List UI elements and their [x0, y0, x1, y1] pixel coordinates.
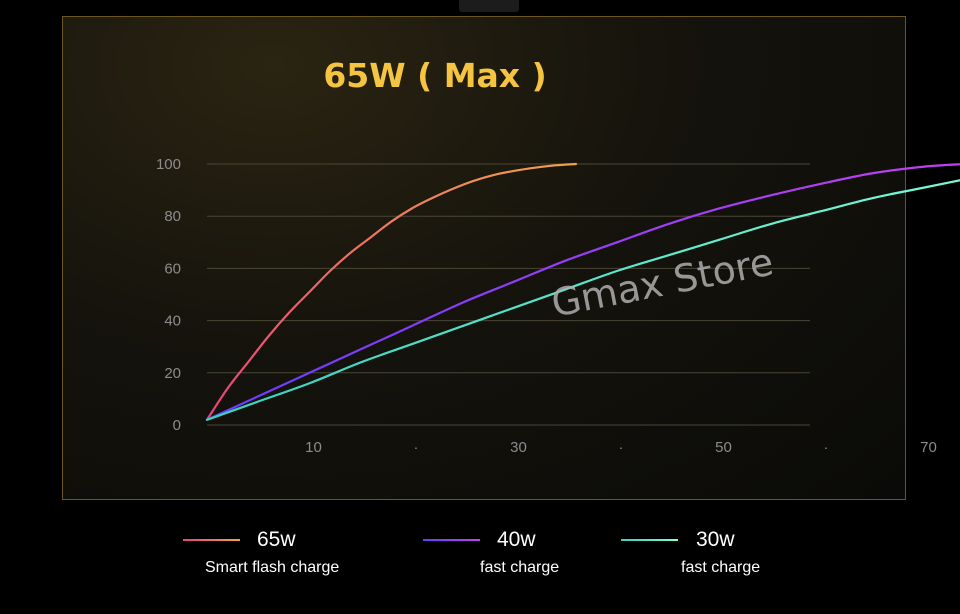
y-tick-label: 40 — [164, 313, 181, 330]
y-tick-label: 60 — [164, 260, 181, 277]
y-tick-label: 80 — [164, 208, 181, 225]
legend-desc-65w: Smart flash charge — [205, 559, 340, 576]
x-tick-label: · — [414, 439, 419, 455]
top-tab-decoration — [459, 0, 519, 12]
y-tick-labels: 0 20 40 60 80 100 — [156, 156, 181, 434]
legend-power-30w: 30w — [696, 528, 735, 551]
x-tick-label: 30 — [510, 439, 527, 456]
x-tick-label: 70 — [920, 439, 937, 456]
chart-title: 65W ( Max ) — [323, 56, 547, 95]
legend-power-40w: 40w — [497, 528, 536, 551]
legend-line-65w — [183, 539, 240, 541]
x-tick-labels: 10·30·50·70·90·110 — [305, 439, 937, 456]
chart-panel — [62, 16, 906, 500]
y-tick-label: 20 — [164, 365, 181, 382]
x-tick-label: 50 — [715, 439, 732, 456]
y-tick-label: 0 — [173, 417, 181, 434]
legend-line-30w — [621, 539, 678, 541]
series-line-30w — [205, 179, 960, 421]
legend-line-40w — [423, 539, 480, 541]
grid-layer — [207, 163, 810, 426]
y-tick-label: 100 — [156, 156, 181, 173]
legend-desc-30w: fast charge — [681, 559, 761, 576]
series-line-65w — [205, 162, 578, 421]
legend-desc-40w: fast charge — [480, 559, 560, 576]
x-tick-label: · — [619, 439, 624, 455]
legend-power-65w: 65w — [257, 528, 296, 551]
x-tick-label: · — [824, 439, 829, 455]
series-layer — [205, 162, 960, 421]
series-line-40w — [205, 163, 960, 421]
x-tick-label: 10 — [305, 439, 322, 456]
